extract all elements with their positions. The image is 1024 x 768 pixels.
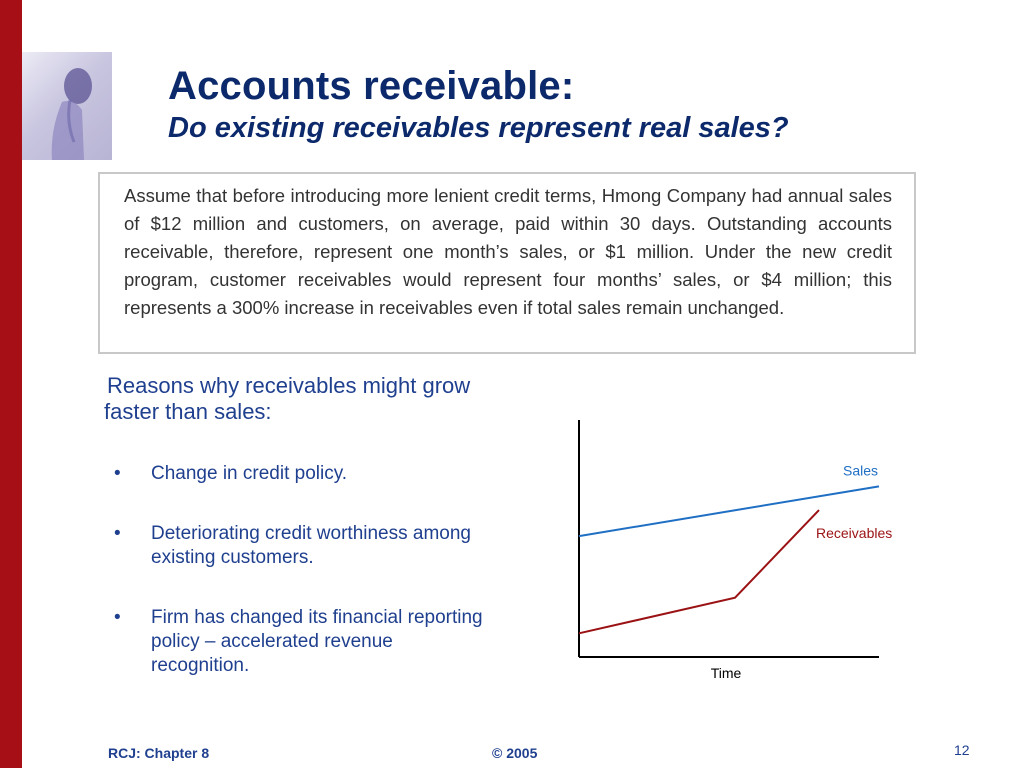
sales-receivables-chart: Sales Receivables Time [578,420,892,681]
reasons-list: Change in credit policy. Deteriorating c… [104,462,484,714]
example-box: Assume that before introducing more leni… [98,172,916,354]
page-number: 12 [954,742,970,758]
page-subtitle: Do existing receivables represent real s… [168,112,789,144]
footer-copyright: © 2005 [492,745,538,761]
reason-item: Change in credit policy. [104,462,484,486]
series-label-receivables: Receivables [816,525,892,541]
reasons-heading: Reasons why receivables might grow faste… [104,373,471,424]
example-text: Assume that before introducing more leni… [124,185,892,318]
series-line-receivables [578,509,820,635]
decorative-photo [22,52,112,160]
x-axis-label: Time [711,665,742,681]
silhouette-icon [51,68,92,160]
page-title: Accounts receivable: [168,64,575,108]
series-line-sales [578,485,880,538]
series-label-sales: Sales [843,462,878,478]
reason-item: Deteriorating credit worthiness among ex… [104,522,484,570]
footer-chapter: RCJ: Chapter 8 [108,745,210,761]
reason-item: Firm has changed its financial reporting… [104,606,484,678]
accent-bar [0,0,22,768]
